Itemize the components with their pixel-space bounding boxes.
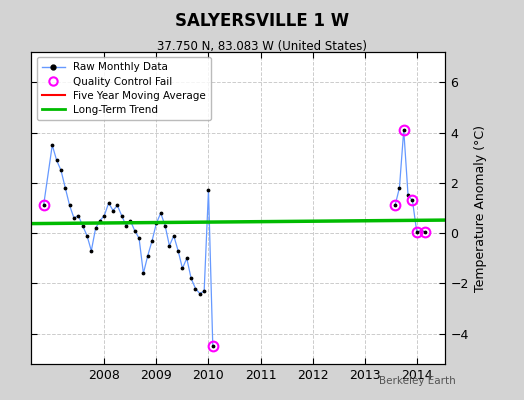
- Text: Berkeley Earth: Berkeley Earth: [379, 376, 456, 386]
- Text: SALYERSVILLE 1 W: SALYERSVILLE 1 W: [175, 12, 349, 30]
- Legend: Raw Monthly Data, Quality Control Fail, Five Year Moving Average, Long-Term Tren: Raw Monthly Data, Quality Control Fail, …: [37, 57, 211, 120]
- Y-axis label: Temperature Anomaly (°C): Temperature Anomaly (°C): [474, 124, 487, 292]
- Text: 37.750 N, 83.083 W (United States): 37.750 N, 83.083 W (United States): [157, 40, 367, 53]
